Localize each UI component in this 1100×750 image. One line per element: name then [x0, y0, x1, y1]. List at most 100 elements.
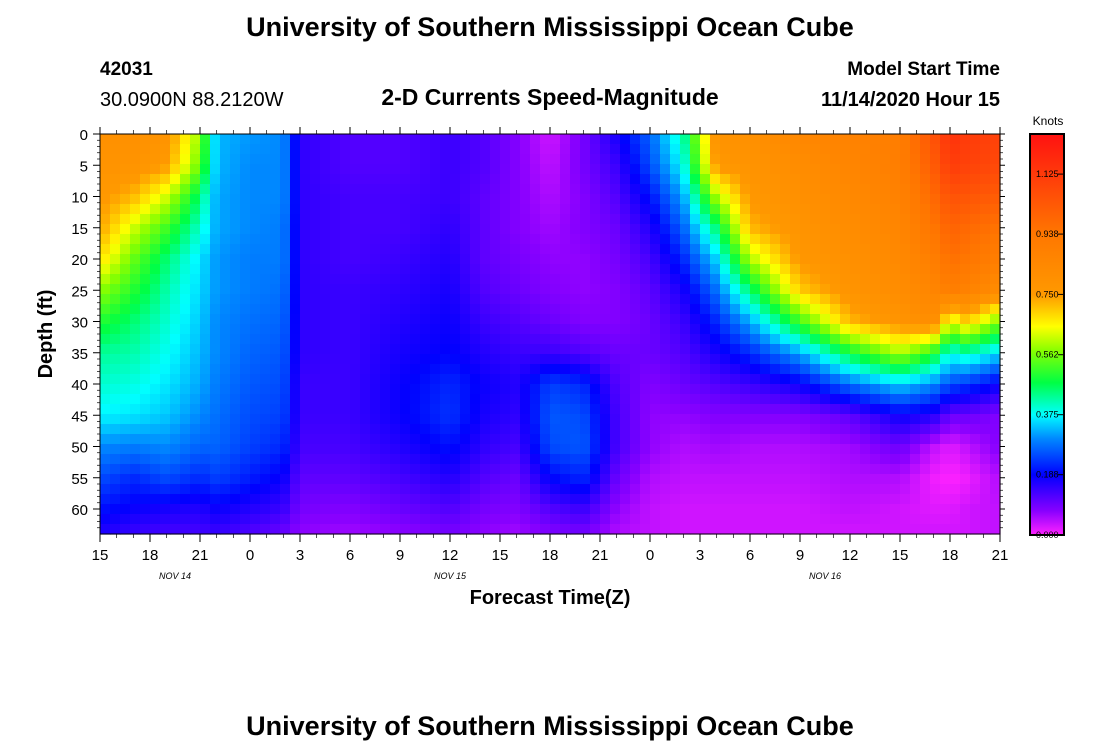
heatmap-cell [290, 154, 301, 165]
heatmap-cell [510, 324, 521, 335]
heatmap-cell [470, 524, 481, 535]
heatmap-cell [870, 144, 881, 155]
heatmap-cell [460, 224, 471, 235]
heatmap-cell [460, 304, 471, 315]
heatmap-cell [980, 474, 991, 485]
heatmap-cell [590, 334, 601, 345]
heatmap-cell [950, 204, 961, 215]
heatmap-cell [110, 464, 121, 475]
heatmap-cell [400, 214, 411, 225]
heatmap-cell [220, 524, 231, 535]
heatmap-cell [300, 194, 311, 205]
heatmap-cell [910, 244, 921, 255]
heatmap-cell [180, 214, 191, 225]
heatmap-cell [500, 384, 511, 395]
heatmap-cell [160, 164, 171, 175]
heatmap-cell [460, 454, 471, 465]
heatmap-cell [320, 394, 331, 405]
heatmap-cell [440, 214, 451, 225]
heatmap-cell [780, 364, 791, 375]
heatmap-cell [670, 204, 681, 215]
heatmap-cell [580, 494, 591, 505]
heatmap-cell [640, 194, 651, 205]
heatmap-cell [710, 364, 721, 375]
heatmap-cell [560, 184, 571, 195]
heatmap-cell [210, 474, 221, 485]
heatmap-cell [160, 244, 171, 255]
heatmap-cell [800, 504, 811, 515]
heatmap-cell [570, 314, 581, 325]
heatmap-cell [340, 324, 351, 335]
colorbar-tick-label: 0.750 [1036, 289, 1059, 299]
heatmap-cell [860, 364, 871, 375]
heatmap-cell [560, 524, 571, 535]
heatmap-cell [470, 244, 481, 255]
heatmap-cell [820, 484, 831, 495]
heatmap-cell [330, 274, 341, 285]
heatmap-cell [450, 234, 461, 245]
heatmap-cell [820, 144, 831, 155]
heatmap-cell [200, 394, 211, 405]
heatmap-cell [690, 244, 701, 255]
heatmap-cell [860, 204, 871, 215]
heatmap-cell [700, 494, 711, 505]
heatmap-cell [960, 134, 971, 145]
heatmap-cell [540, 434, 551, 445]
heatmap-cell [550, 444, 561, 455]
heatmap-cell [840, 444, 851, 455]
heatmap-cell [770, 414, 781, 425]
heatmap-cell [340, 454, 351, 465]
heatmap-cell [580, 264, 591, 275]
heatmap-cell [680, 444, 691, 455]
heatmap-cell [320, 314, 331, 325]
heatmap-cell [360, 444, 371, 455]
heatmap-cell [530, 184, 541, 195]
heatmap-cell [110, 394, 121, 405]
heatmap-cell [420, 214, 431, 225]
heatmap-cell [580, 444, 591, 455]
heatmap-cell [500, 364, 511, 375]
heatmap-cell [120, 314, 131, 325]
heatmap-cell [930, 524, 941, 535]
heatmap-cell [660, 234, 671, 245]
heatmap-cell [720, 474, 731, 485]
heatmap-cell [260, 274, 271, 285]
heatmap-cell [970, 494, 981, 505]
heatmap-cell [120, 434, 131, 445]
heatmap-cell [850, 204, 861, 215]
heatmap-cell [190, 344, 201, 355]
heatmap-cell [800, 384, 811, 395]
heatmap-cell [660, 264, 671, 275]
heatmap-cell [560, 404, 571, 415]
heatmap-cell [930, 424, 941, 435]
heatmap-cell [380, 384, 391, 395]
heatmap-cell [550, 404, 561, 415]
heatmap-cell [380, 484, 391, 495]
heatmap-cell [360, 344, 371, 355]
heatmap-cell [650, 324, 661, 335]
heatmap-cell [630, 484, 641, 495]
heatmap-cell [900, 524, 911, 535]
heatmap-cell [480, 174, 491, 185]
heatmap-cell [170, 284, 181, 295]
heatmap-cell [300, 304, 311, 315]
heatmap-cell [460, 144, 471, 155]
heatmap-cell [490, 254, 501, 265]
heatmap-cell [180, 524, 191, 535]
heatmap-cell [880, 134, 891, 145]
heatmap-cell [210, 224, 221, 235]
heatmap-cell [360, 294, 371, 305]
heatmap-cell [410, 194, 421, 205]
heatmap-cell [670, 274, 681, 285]
heatmap-cell [870, 444, 881, 455]
heatmap-cell [790, 164, 801, 175]
heatmap-cell [690, 414, 701, 425]
y-tick-label: 10 [71, 190, 88, 207]
heatmap-cell [960, 144, 971, 155]
heatmap-cell [990, 324, 1001, 335]
heatmap-cell [140, 314, 151, 325]
heatmap-cell [680, 364, 691, 375]
heatmap-cell [840, 514, 851, 525]
heatmap-cell [490, 334, 501, 345]
heatmap-cell [690, 394, 701, 405]
